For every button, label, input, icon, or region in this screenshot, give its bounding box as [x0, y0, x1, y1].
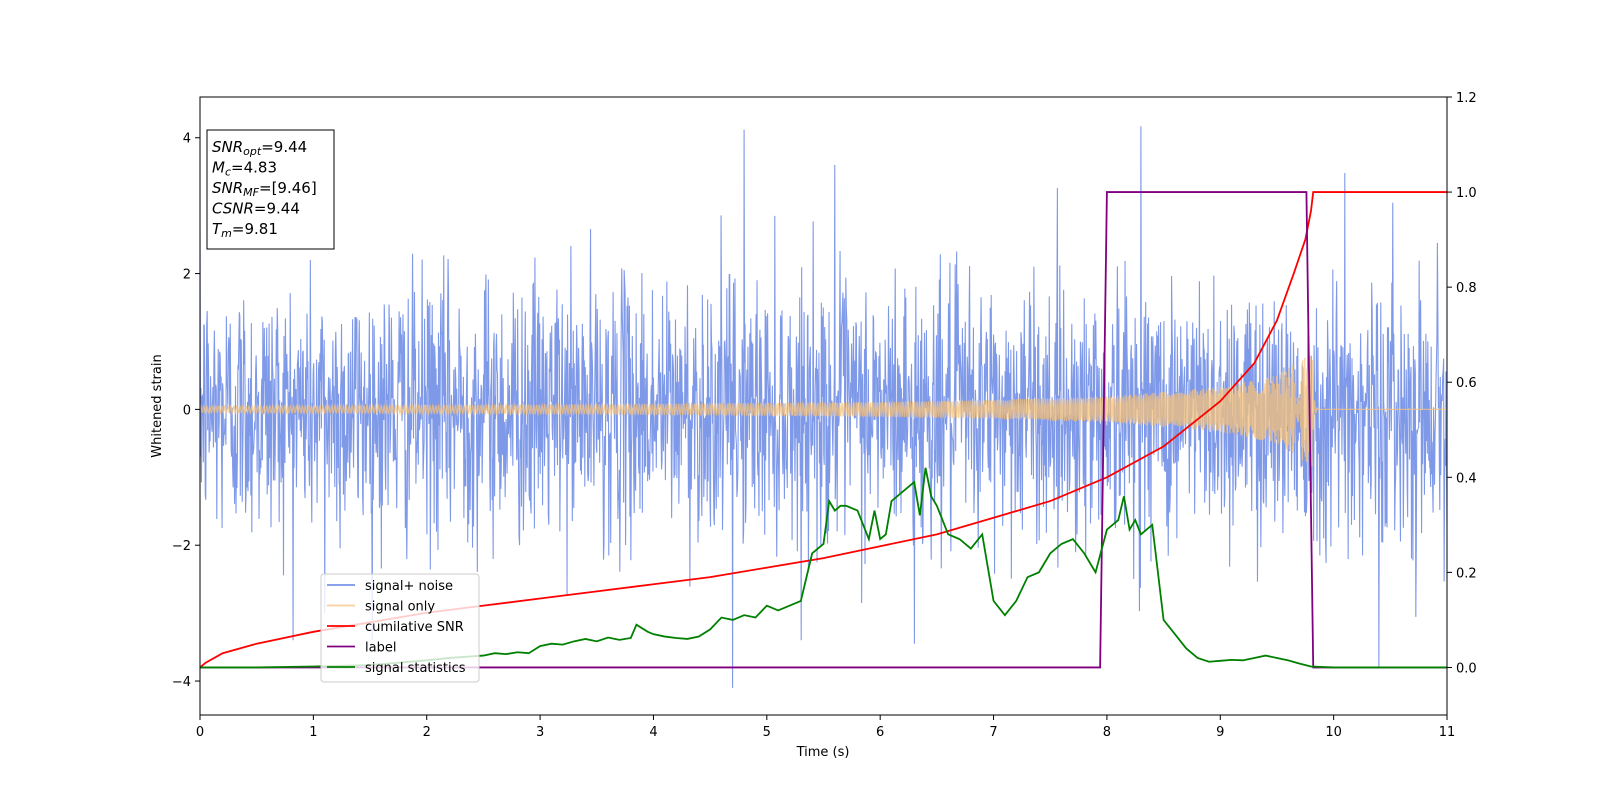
x-axis-label: Time (s) [796, 745, 850, 760]
y-tick-label: 2 [183, 268, 191, 283]
series-signal-statistics [200, 467, 1447, 669]
x-tick-label: 8 [1103, 725, 1111, 740]
y-tick-label: −4 [172, 675, 191, 690]
plot-frame [199, 96, 1448, 716]
info-line: Tm=9.81 [212, 220, 278, 240]
legend-item: signal only [327, 600, 435, 615]
series-signal-only [200, 356, 1447, 467]
x-tick-label: 0 [196, 725, 204, 740]
y-tick-label: 4 [183, 132, 191, 147]
x-tick-label: 9 [1216, 725, 1224, 740]
legend-label: cumilative SNR [365, 620, 464, 635]
info-line: SNRMF=[9.46] [212, 179, 317, 199]
info-line: Mc=4.83 [212, 159, 277, 179]
y2-tick-label: 0.0 [1456, 661, 1477, 676]
info-box-frame [206, 129, 335, 250]
legend-frame [320, 573, 480, 683]
y-tick-label: −2 [172, 539, 191, 554]
info-line: CSNR=9.44 [212, 200, 300, 218]
legend-item: signal+ noise [327, 579, 453, 594]
legend-label: label [365, 641, 396, 656]
legend-item: cumilative SNR [327, 620, 464, 635]
y2-tick-label: 0.6 [1456, 376, 1477, 391]
legend-label: signal only [365, 600, 435, 615]
y2-tick-label: 0.8 [1456, 281, 1477, 296]
y2-tick-label: 1.0 [1456, 186, 1477, 201]
y-axis-label: Whitened strain [150, 354, 165, 457]
x-tick-label: 5 [763, 725, 771, 740]
y-axis-left: −4 −2 0 2 4 [172, 132, 200, 690]
x-tick-label: 4 [649, 725, 657, 740]
info-line: SNRopt=9.44 [212, 138, 307, 158]
y2-tick-label: 1.2 [1456, 91, 1477, 106]
x-tick-label: 1 [309, 725, 317, 740]
x-tick-label: 2 [423, 725, 431, 740]
legend-item: label [327, 641, 396, 656]
x-tick-label: 7 [989, 725, 997, 740]
y-tick-label: 0 [183, 403, 191, 418]
x-tick-label: 11 [1439, 725, 1456, 740]
legend-label: signal statistics [365, 661, 466, 676]
x-tick-label: 6 [876, 725, 884, 740]
y2-tick-label: 0.4 [1456, 471, 1477, 486]
y-axis-right: 0.0 0.2 0.4 0.6 0.8 1.0 1.2 [1447, 91, 1477, 676]
x-axis: 0 1 2 3 4 5 6 7 8 9 10 11 [196, 715, 1455, 740]
legend: signal+ noise signal only cumilative SNR la… [320, 573, 480, 683]
legend-item: signal statistics [327, 661, 466, 676]
x-tick-label: 10 [1325, 725, 1342, 740]
x-tick-label: 3 [536, 725, 544, 740]
legend-label: signal+ noise [365, 579, 453, 594]
y2-tick-label: 0.2 [1456, 566, 1477, 581]
